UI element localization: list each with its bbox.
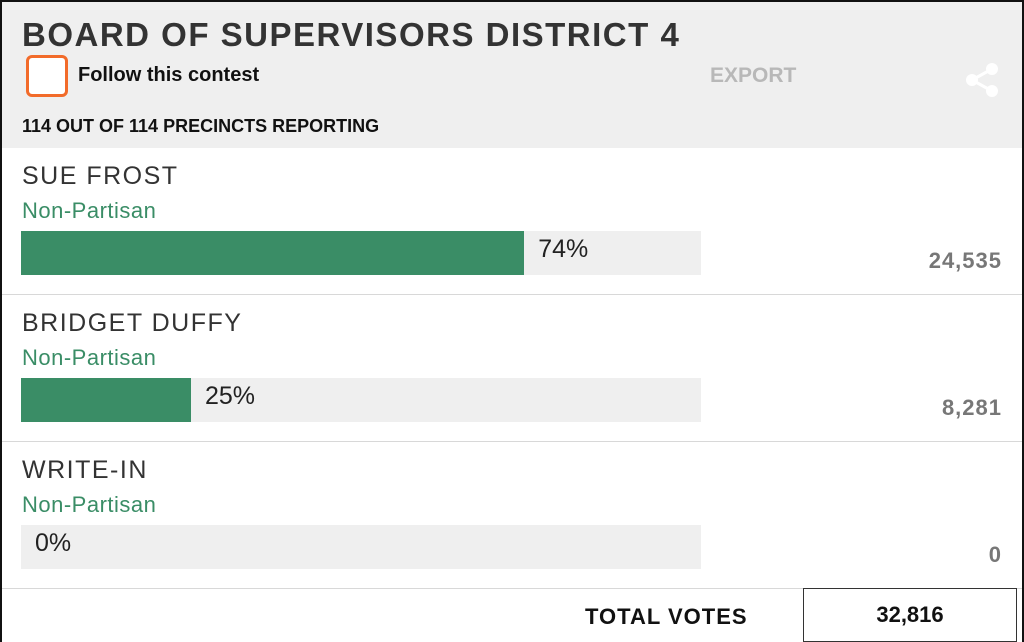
total-value: 32,816 <box>803 588 1017 642</box>
candidate-row: BRIDGET DUFFY Non-Partisan 25% 8,281 <box>2 295 1022 442</box>
percent-label: 74% <box>538 235 589 263</box>
total-label: TOTAL VOTES <box>585 604 748 629</box>
candidate-name: WRITE-IN <box>22 456 148 484</box>
precincts-reporting: 114 OUT OF 114 PRECINCTS REPORTING <box>22 116 380 136</box>
vote-count: 24,535 <box>928 248 1002 273</box>
percent-label: 25% <box>205 382 256 410</box>
vote-bar <box>21 378 191 422</box>
bar-track: 74% <box>21 231 701 275</box>
vote-count: 8,281 <box>941 395 1002 420</box>
bar-track: 25% <box>21 378 701 422</box>
bar-track: 0% <box>21 525 701 569</box>
vote-count: 0 <box>988 542 1002 567</box>
follow-checkbox[interactable] <box>26 55 68 97</box>
vote-bar <box>21 231 525 275</box>
candidate-name: BRIDGET DUFFY <box>22 309 243 337</box>
candidate-party: Non-Partisan <box>22 492 157 517</box>
candidate-party: Non-Partisan <box>22 345 157 370</box>
follow-label[interactable]: Follow this contest <box>78 64 260 86</box>
share-icon[interactable] <box>962 60 1002 100</box>
candidate-name: SUE FROST <box>22 162 179 190</box>
export-button[interactable]: EXPORT <box>710 64 797 87</box>
percent-label: 0% <box>35 529 72 557</box>
candidate-row: SUE FROST Non-Partisan 74% 24,535 <box>2 148 1022 295</box>
candidate-row: WRITE-IN Non-Partisan 0% 0 <box>2 442 1022 589</box>
candidate-party: Non-Partisan <box>22 198 157 223</box>
contest-title: BOARD OF SUPERVISORS DISTRICT 4 <box>22 16 681 53</box>
header: BOARD OF SUPERVISORS DISTRICT 4 Follow t… <box>2 2 1022 148</box>
